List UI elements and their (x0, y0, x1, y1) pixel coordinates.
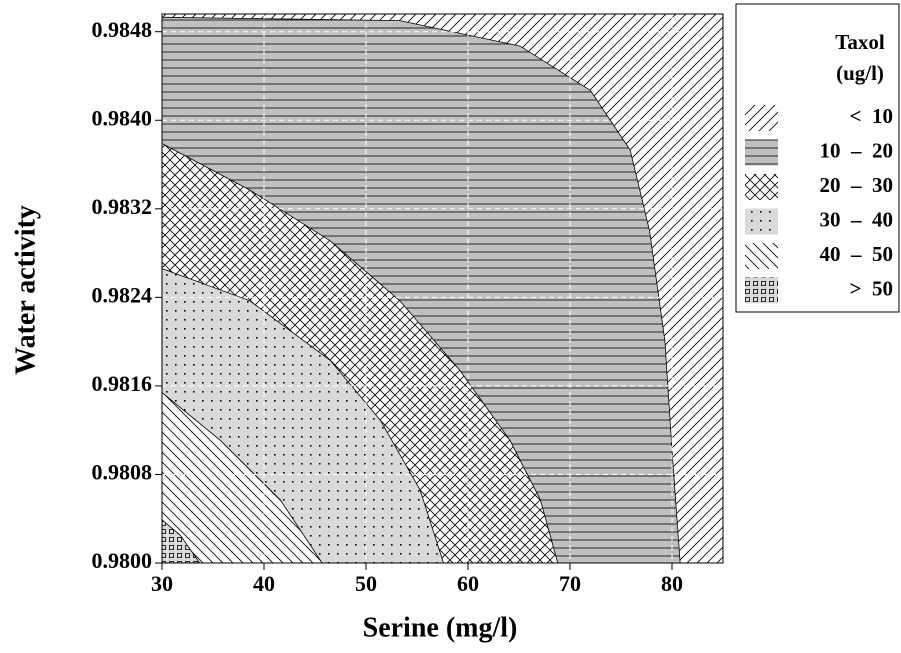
legend-swatch (745, 277, 778, 304)
legend-swatch (745, 243, 778, 269)
legend-label: < 10 (850, 104, 893, 128)
x-tick-label: 50 (355, 571, 377, 596)
legend-label: > 50 (850, 276, 893, 300)
x-tick-label: 40 (253, 571, 275, 596)
y-tick-label: 0.9808 (92, 459, 153, 484)
x-tick-label: 70 (559, 571, 581, 596)
x-tick-label: 80 (661, 571, 683, 596)
y-tick-label: 0.9848 (92, 17, 153, 42)
y-axis-label: Water activity (10, 205, 41, 375)
y-tick-label: 0.9824 (92, 282, 153, 307)
x-tick-label: 30 (151, 571, 173, 596)
legend-swatch (745, 139, 778, 166)
y-tick-label: 0.9800 (92, 548, 153, 573)
legend-swatch (745, 105, 778, 131)
legend-label: 20 – 30 (820, 173, 894, 197)
y-tick-label: 0.9832 (92, 194, 153, 219)
legend-swatch (745, 208, 778, 235)
x-axis-label: Serine (mg/l) (363, 612, 518, 643)
y-tick-label: 0.9816 (92, 371, 153, 396)
legend-label: 30 – 40 (820, 207, 894, 231)
y-tick-label: 0.9840 (92, 105, 153, 130)
plot-frame (161, 13, 724, 564)
legend-title: Taxol (835, 30, 885, 54)
x-tick-label: 60 (457, 571, 479, 596)
legend-swatch (745, 174, 778, 200)
legend-subtitle: (ug/l) (836, 61, 884, 85)
legend-label: 40 – 50 (820, 242, 894, 266)
legend-label: 10 – 20 (820, 138, 894, 162)
